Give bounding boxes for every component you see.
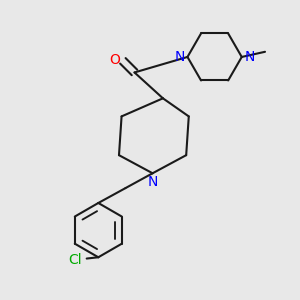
Text: O: O xyxy=(110,52,121,67)
Text: N: N xyxy=(175,50,185,64)
Text: Cl: Cl xyxy=(68,253,82,267)
Text: N: N xyxy=(147,175,158,189)
Text: N: N xyxy=(244,50,255,64)
